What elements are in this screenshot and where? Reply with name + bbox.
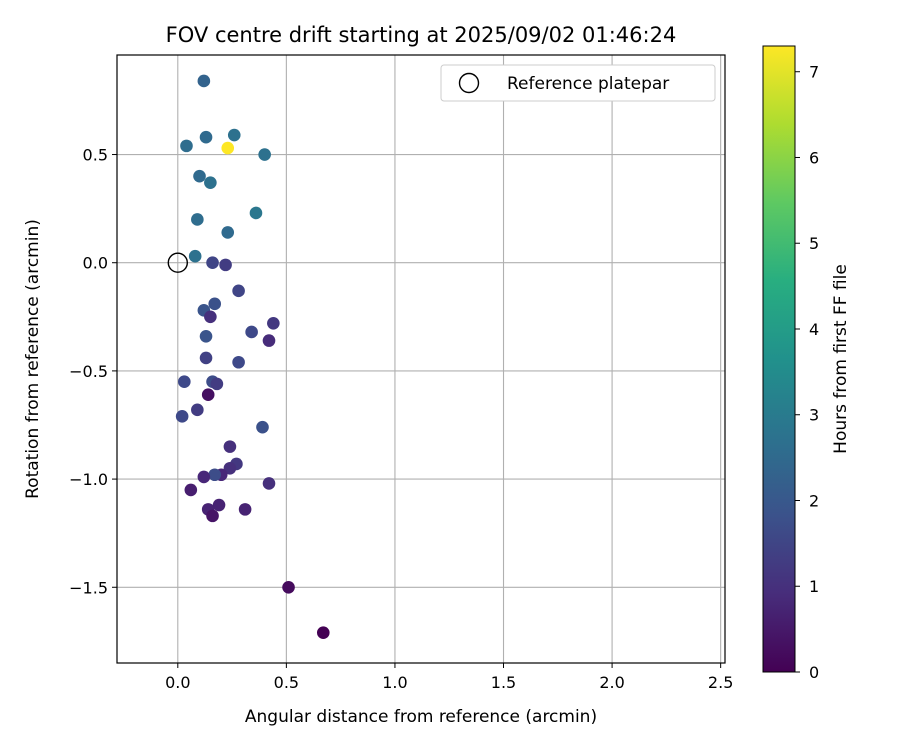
legend: Reference platepar xyxy=(440,64,716,102)
x-tick-label: 0.5 xyxy=(274,673,299,692)
scatter-point xyxy=(199,351,213,365)
scatter-point xyxy=(201,388,215,402)
scatter-point xyxy=(208,297,222,311)
colorbar-tick-label: 7 xyxy=(809,63,819,82)
colorbar-tick-label: 0 xyxy=(809,663,819,682)
colorbar: 0 1 2 3 4 5 6 7 Hours from first FF file xyxy=(762,45,851,682)
scatter-point xyxy=(191,403,204,417)
colorbar-tick-label: 3 xyxy=(809,406,819,425)
scatter-point xyxy=(184,483,198,497)
reference-platepar-marker xyxy=(167,252,189,273)
scatter-point xyxy=(267,316,280,330)
scatter-point xyxy=(249,206,263,220)
scatter-point xyxy=(221,141,235,155)
x-axis-label: Angular distance from reference (arcmin) xyxy=(245,707,597,727)
x-tick-label: 1.0 xyxy=(382,673,407,692)
scatter-point xyxy=(227,128,241,142)
scatter-point xyxy=(262,477,276,490)
x-tick-label: 0.0 xyxy=(165,673,190,692)
colorbar-tick-label: 4 xyxy=(809,320,819,339)
scatter-point xyxy=(232,284,245,298)
scatter-point xyxy=(199,130,213,144)
legend-box xyxy=(440,64,716,102)
scatter-point xyxy=(199,329,213,343)
grid-lines xyxy=(117,55,725,663)
y-tick-label: −1.0 xyxy=(69,470,108,489)
scatter-point xyxy=(197,74,211,88)
scatter-point xyxy=(180,139,193,153)
scatter-point xyxy=(258,148,271,161)
colorbar-ticks: 0 1 2 3 4 5 6 7 xyxy=(795,63,819,682)
scatter-point xyxy=(204,310,217,324)
scatter-point xyxy=(210,377,224,391)
scatter-point xyxy=(316,626,330,640)
scatter-point xyxy=(193,169,206,183)
y-axis-ticks: −1.5 −1.0 −0.5 0.0 0.5 xyxy=(69,146,117,597)
scatter-point xyxy=(197,470,211,484)
scatter-point xyxy=(245,325,258,339)
y-tick-label: 0.0 xyxy=(83,254,108,273)
scatter-point xyxy=(178,375,191,389)
scatter-point xyxy=(223,461,237,475)
x-tick-label: 1.5 xyxy=(491,673,516,692)
scatter-point xyxy=(206,509,219,523)
scatter-points xyxy=(175,74,330,640)
x-axis-ticks: 0.0 0.5 1.0 1.5 2.0 2.5 xyxy=(165,663,733,692)
colorbar-tick-label: 2 xyxy=(809,491,819,510)
legend-marker-reference xyxy=(458,72,480,94)
scatter-point xyxy=(204,176,217,189)
scatter-point xyxy=(175,410,189,423)
scatter-point xyxy=(206,256,219,270)
scatter-point xyxy=(238,503,252,516)
colorbar-tick-label: 5 xyxy=(809,234,819,253)
colorbar-tick-label: 6 xyxy=(809,148,819,167)
chart-title: FOV centre drift starting at 2025/09/02 … xyxy=(166,23,677,47)
reference-point-layer xyxy=(167,252,189,273)
y-tick-label: −0.5 xyxy=(69,362,108,381)
scatter-point xyxy=(223,440,237,453)
colorbar-tick-label: 1 xyxy=(809,577,819,596)
scatter-point xyxy=(191,213,204,226)
colorbar-label: Hours from first FF file xyxy=(831,264,851,454)
scatter-point xyxy=(212,498,226,512)
scatter-point xyxy=(208,468,222,482)
x-tick-label: 2.5 xyxy=(708,673,733,692)
scatter-point xyxy=(219,258,232,272)
y-tick-label: −1.5 xyxy=(69,578,108,597)
plot-area-frame xyxy=(116,54,726,664)
legend-label-reference: Reference platepar xyxy=(507,74,669,94)
scatter-point xyxy=(188,249,202,263)
y-tick-label: 0.5 xyxy=(83,146,108,165)
scatter-point xyxy=(282,580,295,594)
scatter-point xyxy=(262,334,276,347)
y-axis-label: Rotation from reference (arcmin) xyxy=(23,219,43,499)
scatter-point xyxy=(232,355,245,369)
scatter-point xyxy=(221,226,235,239)
scatter-point xyxy=(256,420,269,434)
x-tick-label: 2.0 xyxy=(599,673,624,692)
colorbar-gradient xyxy=(762,45,796,673)
